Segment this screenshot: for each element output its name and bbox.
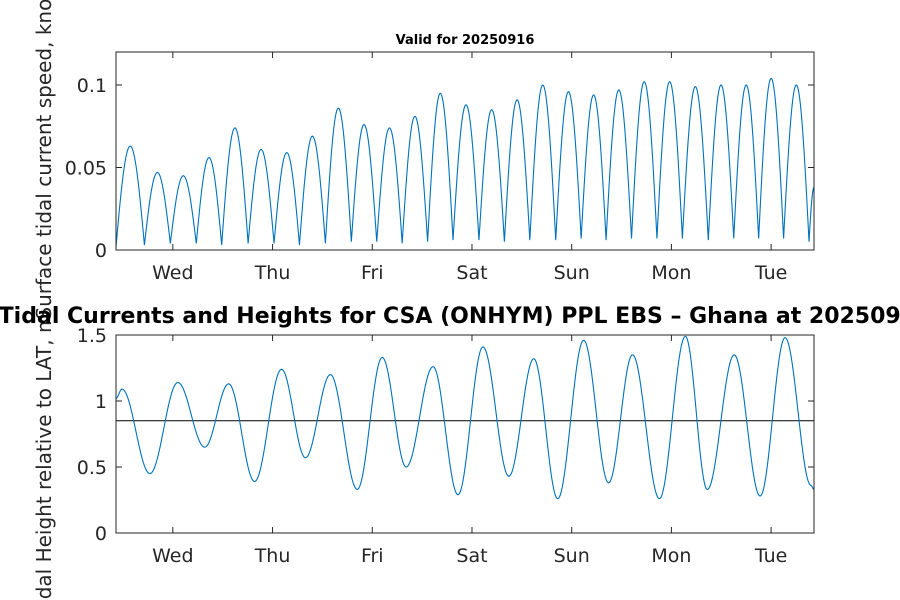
top-axis-ticks: 0 0.05 0.1 Wed Thu Fri Sat Sun Mon Tue xyxy=(65,52,814,284)
bottom-xtick-label: Mon xyxy=(651,545,691,567)
top-axes-box xyxy=(115,51,815,251)
bottom-ytick-label: 0.5 xyxy=(77,457,107,479)
bottom-ytick-label: 1.5 xyxy=(77,325,107,347)
top-xtick-label: Sun xyxy=(554,262,590,284)
current-speed-panel: Valid for 20250916 0 0.05 0.1 Wed Thu Fri Sat S… xyxy=(32,0,815,320)
bottom-xtick-label: Sat xyxy=(456,545,487,567)
top-xtick-label: Thu xyxy=(254,262,291,284)
top-chart-title: Valid for 20250916 xyxy=(396,33,535,48)
top-ytick-label: 0.1 xyxy=(77,75,107,97)
current-speed-plot-area xyxy=(115,77,815,247)
tidal-height-panel: 0 0.5 1 1.5 Wed Thu Fri Sat Sun Mon Tue Tidal Heig… xyxy=(0,304,900,600)
main-chart-title: Tidal Currents and Heights for CSA (ONHY… xyxy=(0,304,900,329)
tidal-height-plot-area xyxy=(115,335,815,500)
bottom-xtick-label: Thu xyxy=(254,545,291,567)
top-ytick-label: 0 xyxy=(95,240,107,262)
bottom-xtick-label: Wed xyxy=(152,545,193,567)
top-xtick-label: Fri xyxy=(361,262,384,284)
bottom-xtick-label: Sun xyxy=(554,545,590,567)
top-ytick-label: 0.05 xyxy=(65,158,107,180)
bottom-axes-box xyxy=(115,334,815,534)
bottom-xtick-label: Tue xyxy=(754,545,787,567)
bottom-y-axis-label: Tidal Height relative to LAT, m xyxy=(32,314,56,600)
top-xtick-label: Sat xyxy=(456,262,487,284)
top-xtick-label: Tue xyxy=(754,262,787,284)
tidal-height-series-line xyxy=(115,335,815,500)
top-xtick-label: Mon xyxy=(651,262,691,284)
bottom-xtick-label: Fri xyxy=(361,545,384,567)
top-y-axis-label: Surface tidal current speed, knots xyxy=(32,0,56,320)
bottom-ytick-label: 1 xyxy=(95,391,107,413)
top-xtick-label: Wed xyxy=(152,262,193,284)
bottom-axis-ticks: 0 0.5 1 1.5 Wed Thu Fri Sat Sun Mon Tue xyxy=(77,325,814,567)
bottom-ytick-label: 0 xyxy=(95,523,107,545)
current-speed-series-line xyxy=(115,77,815,247)
